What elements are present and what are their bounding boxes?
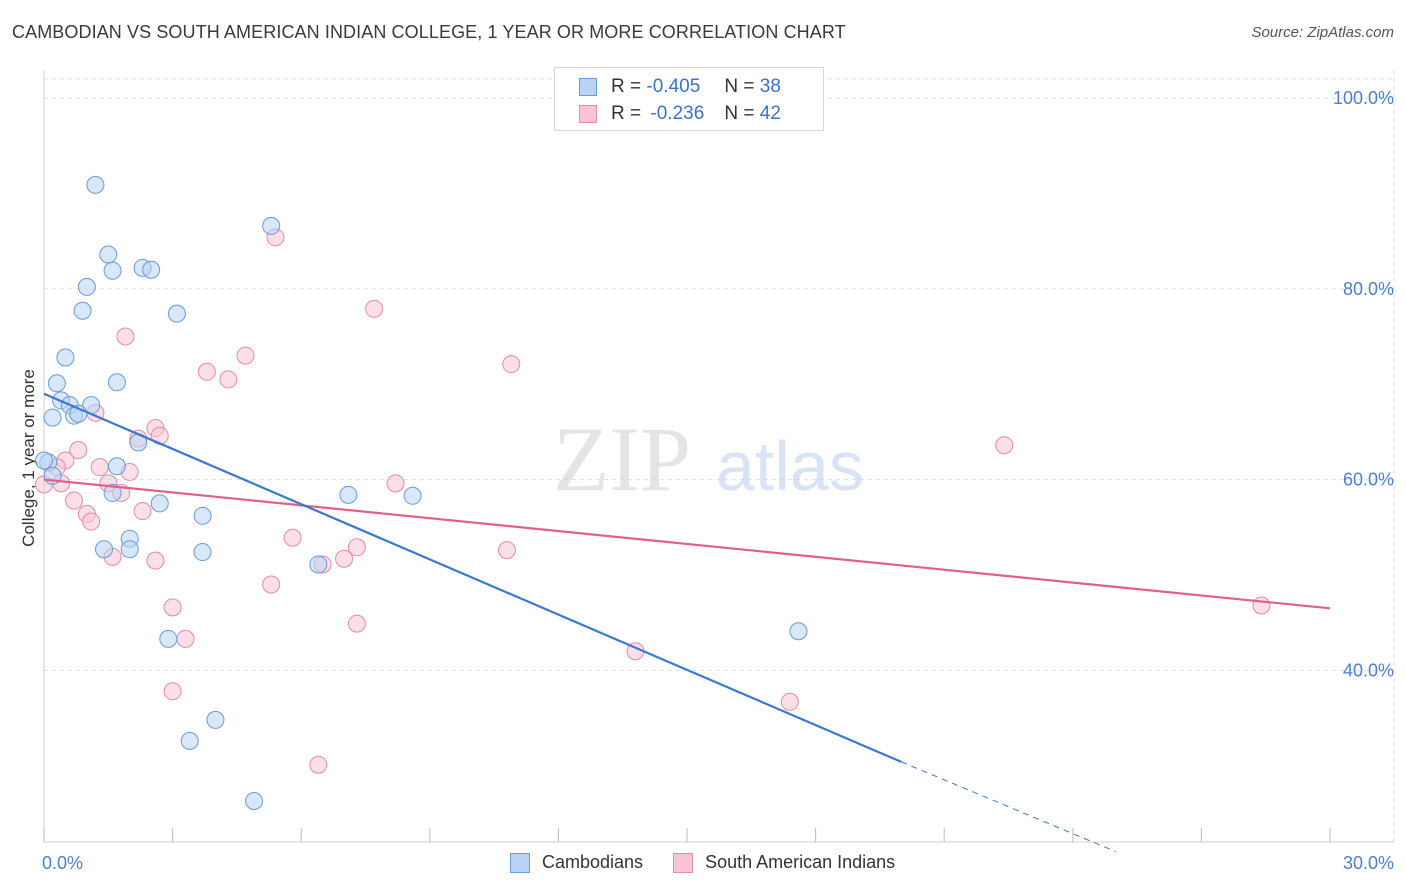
cambodians-r-value: -0.405	[646, 76, 701, 97]
sai-point	[176, 629, 195, 648]
series-cambodians	[35, 175, 808, 810]
cambodian-point	[193, 506, 212, 525]
r-label: R =	[611, 103, 642, 124]
sai-point	[262, 575, 281, 594]
sai-point	[163, 682, 182, 701]
sai-point	[163, 598, 182, 617]
cambodian-point	[35, 451, 53, 470]
watermark: ZIP atlas	[553, 408, 864, 510]
cambodian-point	[99, 245, 118, 264]
y-tick-label: 100.0%	[1333, 88, 1394, 108]
cambodian-point	[262, 216, 281, 235]
sai-trend-line	[43, 478, 1331, 610]
sai-point	[995, 436, 1014, 455]
y-tick-labels: 40.0% 60.0% 80.0% 100.0%	[1333, 88, 1394, 680]
sai-point	[133, 502, 152, 521]
cambodian-trend-line	[43, 392, 902, 763]
sai-point	[365, 299, 384, 318]
cambodian-point	[789, 622, 808, 641]
cambodian-point	[95, 540, 114, 559]
y-axis-label: College, 1 year or more	[19, 369, 38, 547]
cambodian-point	[206, 710, 225, 729]
y-tick-label: 80.0%	[1343, 279, 1394, 299]
chart-title: CAMBODIAN VS SOUTH AMERICAN INDIAN COLLE…	[12, 22, 846, 42]
cambodian-point	[193, 543, 212, 562]
cambodian-point	[47, 374, 66, 393]
sai-point	[780, 692, 799, 711]
x-tick-labels: 0.0% 30.0%	[42, 853, 1394, 873]
sai-legend-label: South American Indians	[705, 852, 896, 872]
y-tick-label: 60.0%	[1343, 470, 1394, 490]
correlation-legend: R = -0.405 N = 38 R = -0.236 N = 42	[554, 67, 824, 131]
cambodian-point	[103, 483, 122, 502]
sai-point	[90, 458, 109, 477]
sai-point	[283, 528, 302, 547]
sai-point	[309, 755, 328, 774]
sai-legend-swatch	[673, 852, 694, 873]
cambodians-swatch	[579, 78, 597, 96]
cambodian-point	[107, 373, 126, 392]
n-label: N =	[724, 76, 755, 97]
sai-point	[335, 549, 354, 568]
cambodian-point	[159, 629, 178, 648]
cambodian-point	[77, 277, 96, 296]
cambodian-point	[309, 555, 328, 574]
cambodian-point	[107, 457, 126, 476]
cambodian-point	[73, 301, 92, 320]
legend-item-cambodians[interactable]: Cambodians	[510, 852, 643, 873]
cambodian-point	[403, 486, 422, 505]
sai-point	[347, 614, 366, 633]
sai-point	[502, 355, 521, 374]
r-label: R =	[611, 76, 642, 97]
cambodian-point	[245, 791, 264, 810]
cambodian-point	[86, 175, 105, 194]
source-label: Source: ZipAtlas.com	[1251, 24, 1394, 41]
cambodian-point	[180, 731, 199, 750]
cambodian-point	[167, 304, 186, 323]
cambodian-point	[103, 261, 122, 280]
legend-row-sai: R = -0.236 N = 42	[579, 101, 781, 127]
sai-n-value: 42	[759, 103, 781, 124]
legend-item-sai[interactable]: South American Indians	[673, 852, 895, 873]
sai-point	[65, 491, 84, 510]
cambodian-point	[142, 260, 161, 279]
sai-point	[69, 441, 88, 460]
series-legend: Cambodians South American Indians	[510, 852, 925, 873]
watermark-atlas: atlas	[716, 427, 864, 505]
watermark-zip: ZIP	[553, 408, 691, 510]
sai-point	[1252, 596, 1271, 615]
cambodian-point	[150, 494, 169, 513]
legend-row-cambodians: R = -0.405 N = 38	[579, 74, 781, 100]
sai-point	[146, 551, 165, 570]
cambodian-point	[56, 348, 75, 367]
y-tick-label: 40.0%	[1343, 660, 1394, 680]
sai-point	[116, 327, 135, 346]
n-label: N =	[724, 103, 755, 124]
sai-r-value: -0.236	[650, 103, 705, 124]
cambodians-legend-swatch	[510, 852, 530, 873]
x-tick-label: 0.0%	[42, 853, 83, 873]
sai-point	[197, 362, 216, 381]
cambodian-point	[339, 485, 358, 504]
cambodians-legend-label: Cambodians	[542, 852, 644, 872]
sai-point	[236, 346, 255, 365]
sai-swatch	[579, 105, 597, 123]
sai-point	[497, 541, 516, 560]
trend-lines	[43, 392, 1331, 852]
x-tick-label: 30.0%	[1343, 853, 1394, 873]
cambodians-n-value: 38	[759, 76, 781, 97]
sai-point	[82, 512, 101, 531]
sai-point	[386, 474, 405, 493]
cambodian-trend-extension	[901, 761, 1116, 852]
cambodian-point	[120, 540, 139, 559]
sai-point	[219, 370, 238, 389]
sai-point	[347, 538, 366, 557]
cambodian-point	[43, 408, 62, 427]
